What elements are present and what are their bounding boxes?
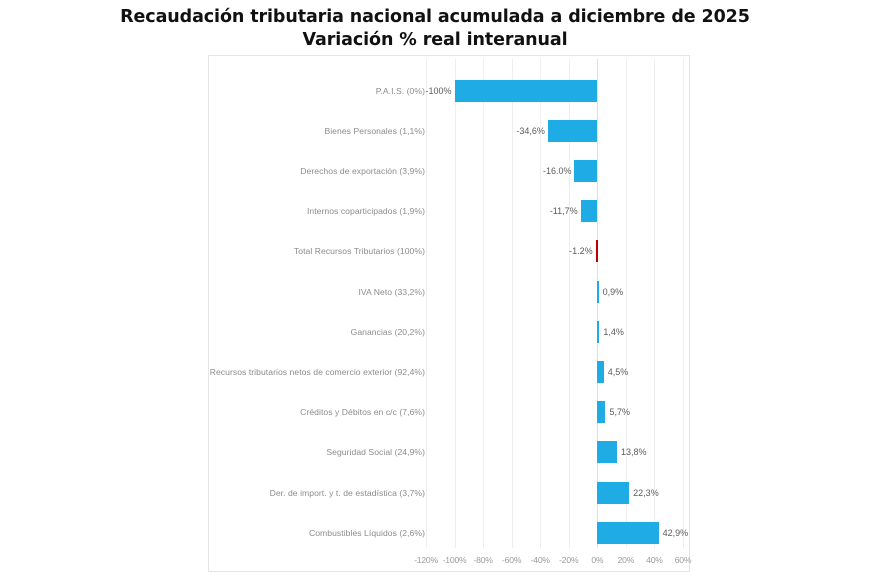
bar xyxy=(595,240,598,263)
bar-value-label: -100% xyxy=(425,85,452,96)
category-label: IVA Neto (33,2%) xyxy=(358,286,425,297)
gridline--80 xyxy=(483,59,485,548)
category-label: Der. de import. y t. de estadística (3,7… xyxy=(269,487,425,498)
gridline--60 xyxy=(511,59,513,548)
gridline--100 xyxy=(454,59,456,548)
bar-row: Total Recursos Tributarios (100%) -1.2% xyxy=(209,231,691,272)
bar-value-label: 1,4% xyxy=(603,326,624,337)
bar-value-label: -16.0% xyxy=(542,165,572,176)
bar-row: Internos coparticipados (1,9%) -11,7% xyxy=(209,191,691,232)
bar-value-label: 5,7% xyxy=(609,407,630,418)
x-tick-label: 40% xyxy=(646,555,663,565)
bar-value-label: 22,3% xyxy=(633,487,659,498)
gridline--120 xyxy=(426,59,427,548)
bar-row: Créditos y Débitos en c/c (7,6%) 5,7% xyxy=(209,392,691,433)
category-label: Total Recursos Tributarios (100%) xyxy=(293,246,425,257)
x-tick-label: -100% xyxy=(442,555,467,565)
bar xyxy=(597,280,600,303)
x-tick-label: -60% xyxy=(502,555,522,565)
bar-row: IVA Neto (33,2%) 0,9% xyxy=(209,271,691,312)
bar-row: Recursos tributarios netos de comercio e… xyxy=(209,351,691,392)
bar xyxy=(597,360,604,383)
x-tick-label: 0% xyxy=(591,555,604,565)
category-label: Bienes Personales (1,1%) xyxy=(324,125,425,136)
bar-row: Bienes Personales (1,1%) -34,6% xyxy=(209,110,691,151)
bar xyxy=(580,200,598,223)
x-axis: -120% -100% -80% -60% -40% -20% 0% 20% 40% 60% xyxy=(209,551,691,573)
bar-row: P.A.I.S. (0%) -100% xyxy=(209,70,691,111)
bar-value-label: -11,7% xyxy=(549,206,578,217)
category-label: Internos coparticipados (1,9%) xyxy=(306,206,425,217)
page-title-line-2: Variación % real interanual xyxy=(302,30,568,50)
category-label: P.A.I.S. (0%) xyxy=(375,85,425,96)
page-title-line-1: Recaudación tributaria nacional acumulad… xyxy=(120,7,750,27)
x-tick-label: 20% xyxy=(617,555,635,565)
bar-value-label: 0,9% xyxy=(602,286,624,297)
category-label: Recursos tributarios netos de comercio e… xyxy=(209,366,425,377)
category-label: Derechos de exportación (3,9%) xyxy=(300,165,425,176)
category-label: Seguridad Social (24,9%) xyxy=(326,447,425,458)
gridline--40 xyxy=(540,59,542,548)
gridlines xyxy=(209,56,691,551)
bar-value-label: -1.2% xyxy=(569,246,593,257)
x-tick-label: -120% xyxy=(414,555,438,565)
plot-area: P.A.I.S. (0%) -100% Bienes Personales (1,1… xyxy=(209,56,692,573)
bar-value-label: 42,9% xyxy=(662,527,689,538)
bar-rows: P.A.I.S. (0%) -100% Bienes Personales (1,1… xyxy=(209,56,691,551)
gridline-20 xyxy=(625,59,627,548)
category-label: Créditos y Débitos en c/c (7,6%) xyxy=(300,407,425,418)
bar xyxy=(547,119,598,142)
bar xyxy=(597,320,600,343)
bar-row: Seguridad Social (24,9%) 13,8% xyxy=(209,432,691,473)
bar-value-label: 13,8% xyxy=(621,447,647,458)
gridline--20 xyxy=(568,59,570,548)
chart-frame: P.A.I.S. (0%) -100% Bienes Personales (1,1… xyxy=(208,55,692,573)
bar xyxy=(574,159,598,182)
gridline-60 xyxy=(683,59,684,548)
x-tick-label: -20% xyxy=(559,555,579,565)
x-tick-label: -40% xyxy=(530,555,550,565)
bar-row: Ganancias (20,2%) 1,4% xyxy=(209,311,691,352)
x-tick-label: 60% xyxy=(674,555,692,565)
bar xyxy=(597,521,659,544)
bar xyxy=(597,481,630,504)
category-label: Ganancias (20,2%) xyxy=(350,326,425,337)
bar-row: Derechos de exportación (3,9%) -16.0% xyxy=(209,150,691,191)
bar xyxy=(597,441,618,464)
bar xyxy=(454,79,598,102)
gridline-0 xyxy=(597,59,599,548)
bar-row: Combustibles Líquidos (2,6%) 42,9% xyxy=(209,512,691,553)
category-label: Combustibles Líquidos (2,6%) xyxy=(308,527,425,538)
bar-value-label: -34,6% xyxy=(516,125,545,136)
bar xyxy=(597,401,606,424)
bar-value-label: 4,5% xyxy=(607,366,629,377)
gridline-40 xyxy=(654,59,656,548)
x-tick-label: -80% xyxy=(473,555,493,565)
bar-row: Der. de import. y t. de estadística (3,7… xyxy=(209,472,691,513)
chart-title-block: Recaudación tributaria nacional acumulad… xyxy=(0,6,870,52)
